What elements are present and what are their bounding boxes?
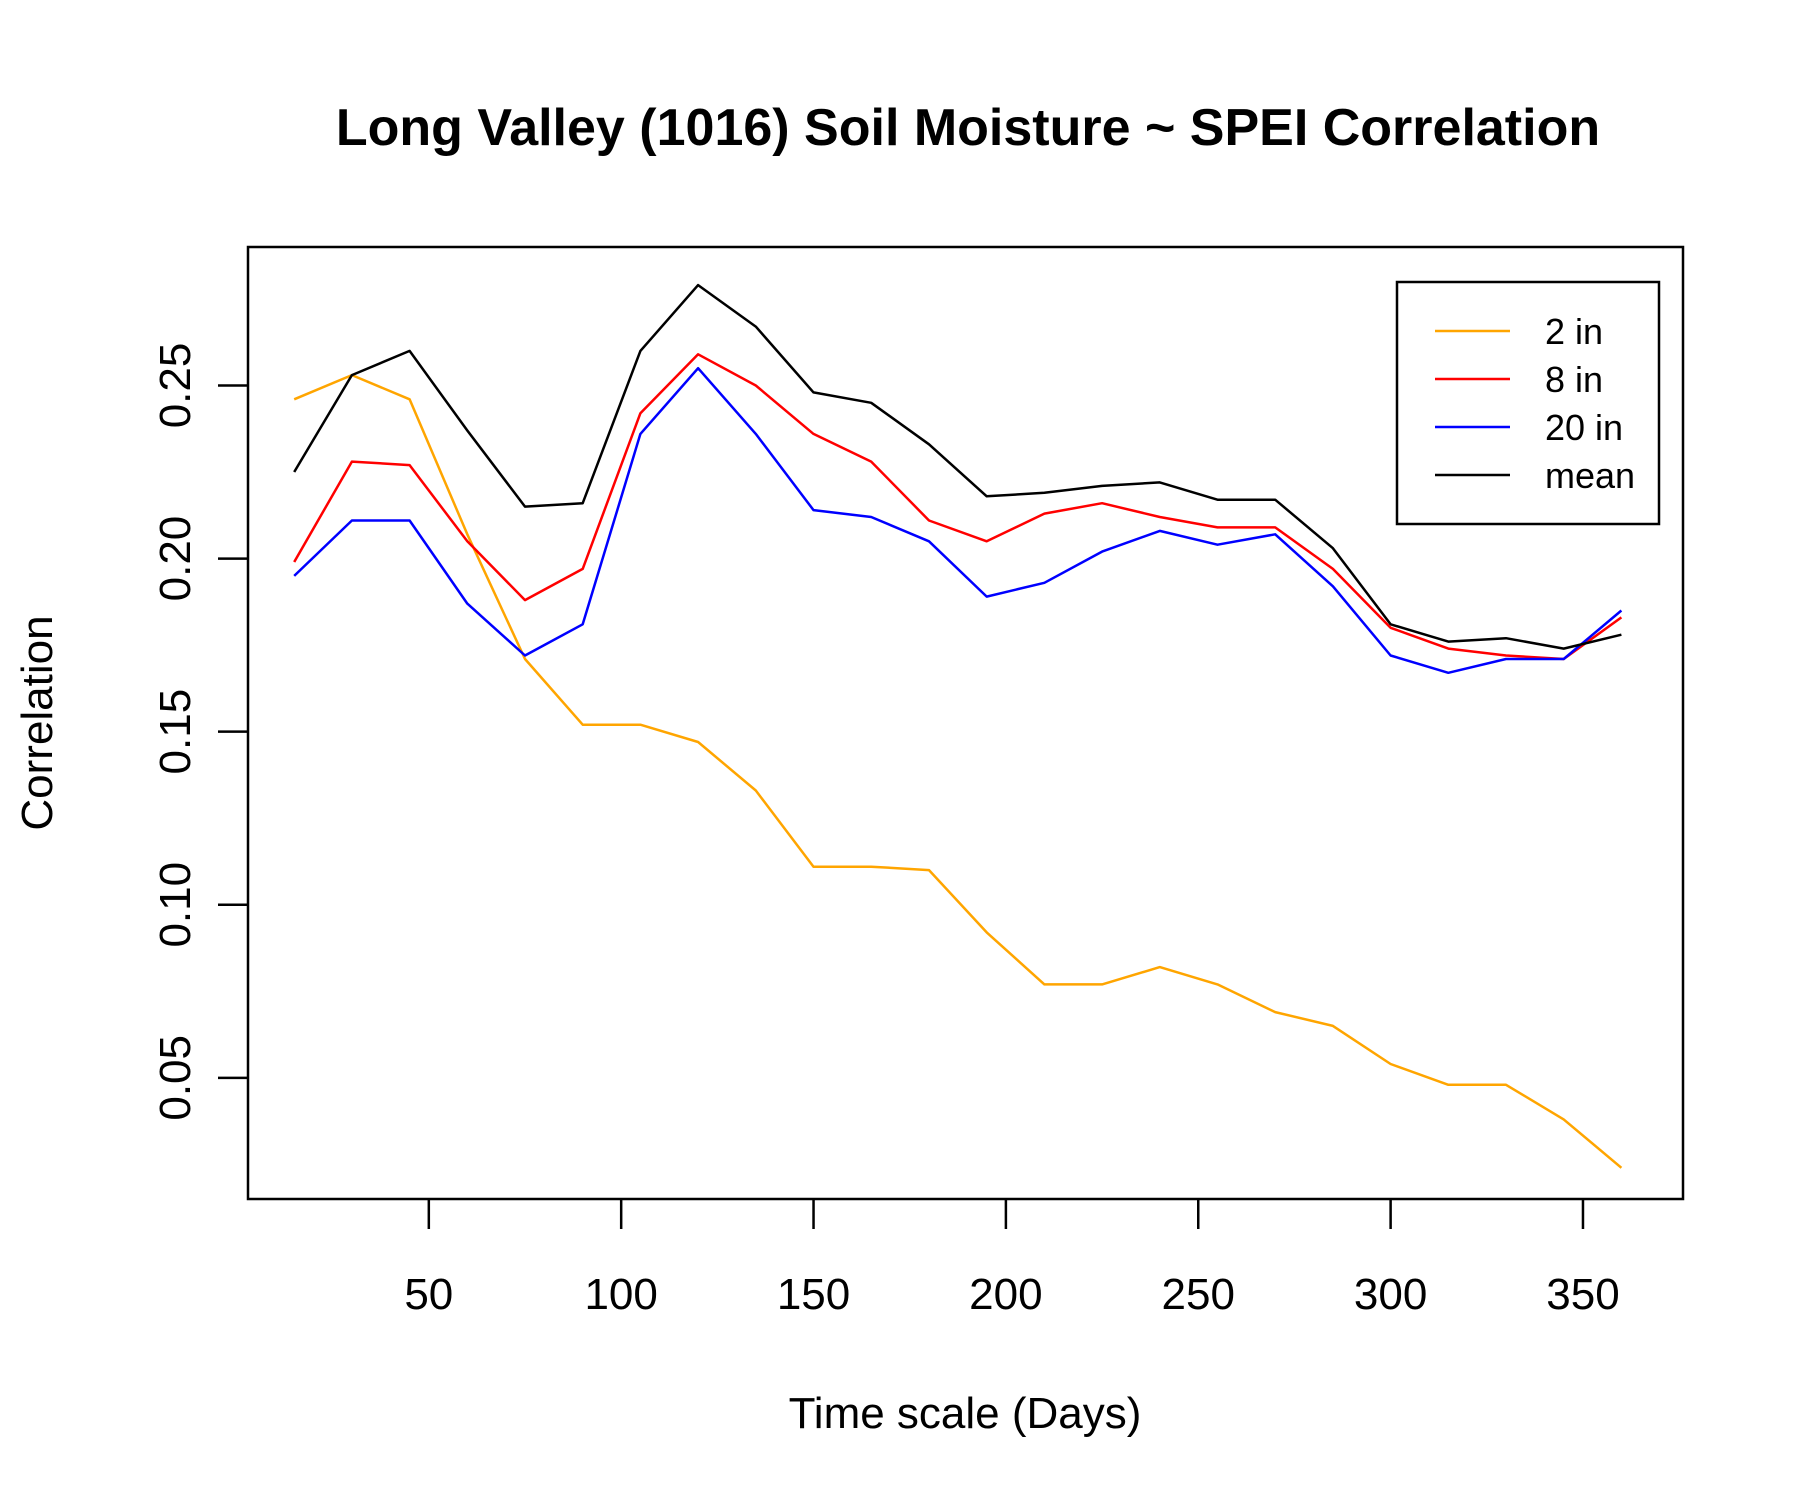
x-tick-label: 200 — [969, 1270, 1042, 1319]
y-tick-label: 0.15 — [151, 689, 200, 775]
legend-label-20-in: 20 in — [1545, 407, 1623, 448]
y-tick-label: 0.10 — [151, 862, 200, 948]
y-tick-label: 0.05 — [151, 1035, 200, 1121]
y-tick-label: 0.20 — [151, 516, 200, 602]
y-axis: 0.05 0.10 0.15 0.20 0.25 — [151, 343, 248, 1121]
series-layer — [293, 283, 1623, 1169]
chart-title: Long Valley (1016) Soil Moisture ~ SPEI … — [336, 99, 1600, 157]
x-tick-label: 50 — [404, 1270, 453, 1319]
x-axis: 50 100 150 200 250 300 350 — [404, 1199, 1620, 1319]
x-tick-label: 150 — [777, 1270, 850, 1319]
y-tick-label: 0.25 — [151, 343, 200, 429]
series-line-2-in — [293, 373, 1623, 1169]
x-tick-label: 300 — [1354, 1270, 1427, 1319]
legend-box — [1395, 280, 1661, 526]
legend: 2 in 8 in 20 in mean — [1395, 280, 1661, 526]
legend-label-8-in: 8 in — [1545, 359, 1603, 400]
series-line-20-in — [293, 366, 1623, 675]
x-tick-label: 250 — [1162, 1270, 1235, 1319]
x-axis-label: Time scale (Days) — [789, 1389, 1142, 1438]
x-tick-label: 350 — [1546, 1270, 1619, 1319]
legend-label-mean: mean — [1545, 455, 1635, 496]
x-tick-label: 100 — [584, 1270, 657, 1319]
plot-frame — [246, 245, 1685, 1201]
series-line-mean — [293, 283, 1622, 650]
legend-label-2-in: 2 in — [1545, 311, 1603, 352]
series-line-8-in — [293, 353, 1623, 661]
y-axis-label: Correlation — [13, 615, 62, 830]
